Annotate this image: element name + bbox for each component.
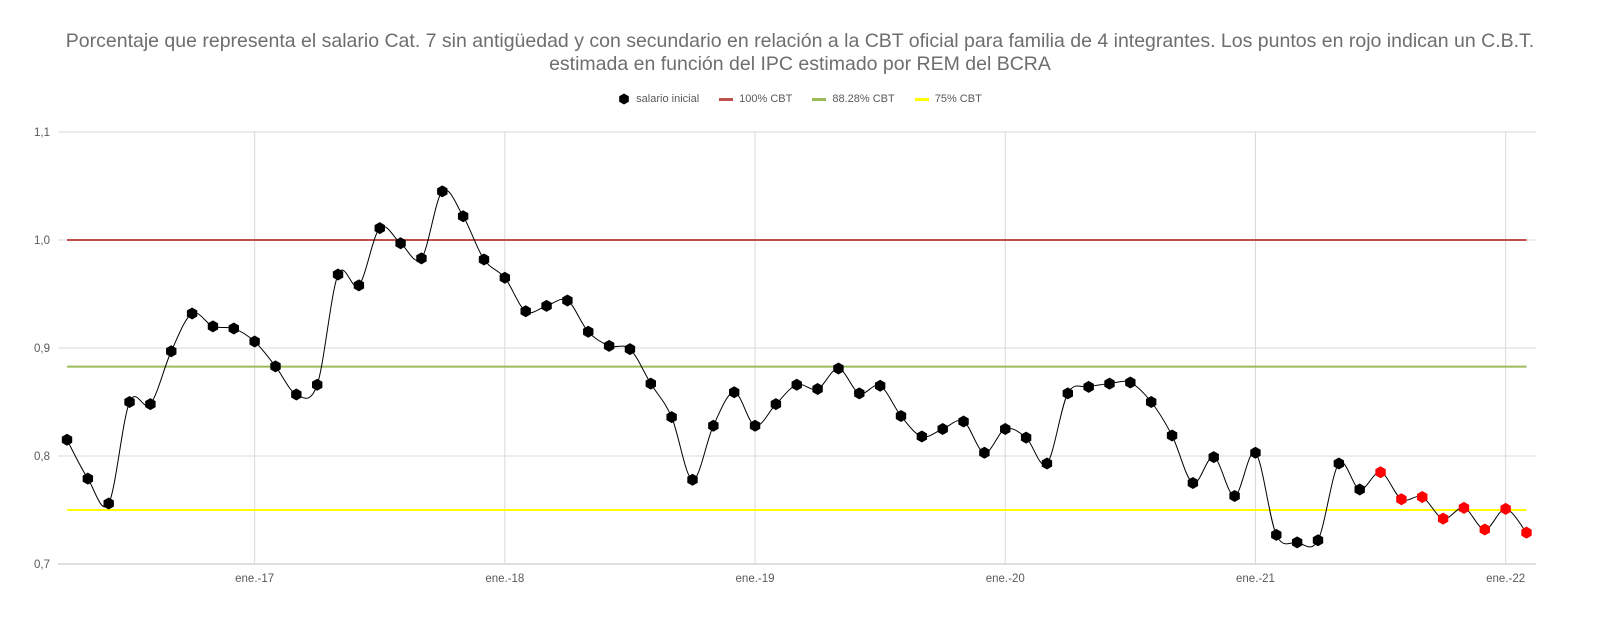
hexagon-marker-icon <box>619 93 629 105</box>
legend-item-100: 100% CBT <box>719 93 792 105</box>
x-tick-label: ene.-19 <box>736 573 775 585</box>
data-point <box>1375 466 1386 479</box>
data-point <box>895 410 907 423</box>
data-point <box>562 294 573 307</box>
data-point <box>291 388 302 401</box>
data-point <box>1000 423 1011 435</box>
data-point <box>228 322 239 335</box>
data-point <box>708 419 719 432</box>
data-point <box>374 222 385 235</box>
data-point <box>749 419 761 432</box>
data-point <box>1271 528 1282 541</box>
data-point <box>1062 387 1073 400</box>
data-point <box>207 320 219 333</box>
data-point <box>687 473 698 486</box>
data-point <box>624 343 636 356</box>
data-point <box>416 252 427 265</box>
data-point <box>833 362 844 375</box>
legend-line-88 <box>812 97 827 101</box>
data-point <box>103 497 114 510</box>
data-point <box>1417 491 1428 504</box>
data-point <box>979 446 990 459</box>
data-point <box>1312 534 1324 547</box>
data-point <box>1104 377 1115 390</box>
data-point <box>1229 489 1240 502</box>
data-point <box>82 472 94 485</box>
chart-title: Porcentaje que representa el salario Cat… <box>65 30 1535 75</box>
data-point <box>1208 451 1219 464</box>
series-line-salario <box>66 189 1527 548</box>
x-tick-label: ene.-18 <box>485 573 524 585</box>
data-point <box>1250 446 1261 459</box>
data-point <box>541 299 552 312</box>
data-point <box>958 415 969 428</box>
data-point <box>1354 483 1365 496</box>
data-point <box>1125 376 1136 389</box>
data-point <box>1166 429 1178 442</box>
data-point <box>1333 457 1345 470</box>
data-point <box>1500 502 1511 515</box>
data-point <box>1187 477 1199 489</box>
x-tick-label: ene.-21 <box>1236 573 1275 585</box>
data-point <box>145 398 156 411</box>
legend-label-75: 75% CBT <box>934 93 982 105</box>
legend-item-salario: salario inicial <box>618 93 699 105</box>
y-tick-label: 0,8 <box>34 451 50 463</box>
data-point <box>1479 523 1490 536</box>
data-point <box>499 271 511 284</box>
data-point <box>603 339 615 352</box>
data-point <box>124 396 135 408</box>
data-point <box>312 378 323 391</box>
data-point <box>270 360 281 373</box>
legend-item-75: 75% CBT <box>914 93 982 105</box>
legend-item-88: 88.28% CBT <box>812 93 895 105</box>
data-point <box>478 253 490 266</box>
data-point <box>1437 512 1449 525</box>
data-point <box>1396 493 1407 506</box>
legend-label-100: 100% CBT <box>739 93 793 105</box>
data-point <box>791 378 802 391</box>
data-point <box>666 411 677 424</box>
data-point <box>916 430 928 443</box>
data-point <box>729 386 740 399</box>
data-point <box>1083 380 1094 393</box>
data-point <box>770 398 782 411</box>
data-point <box>520 305 531 318</box>
data-point <box>249 335 260 348</box>
legend: salario inicial 100% CBT 88.28% CBT 75% … <box>0 93 1600 105</box>
data-point <box>874 379 886 392</box>
y-tick-label: 1,0 <box>34 235 50 247</box>
data-point <box>332 268 344 281</box>
y-tick-label: 0,7 <box>34 559 50 571</box>
x-tick-label: ene.-22 <box>1486 573 1525 585</box>
x-tick-label: ene.-17 <box>235 573 274 585</box>
y-tick-label: 0,9 <box>34 343 50 355</box>
data-point <box>1291 536 1303 549</box>
data-point <box>1458 501 1470 514</box>
data-point <box>166 345 177 358</box>
data-point <box>61 433 73 446</box>
legend-label-salario: salario inicial <box>636 93 700 105</box>
data-point <box>186 307 198 320</box>
data-point <box>583 325 594 338</box>
data-point <box>937 423 948 435</box>
data-point <box>645 377 656 390</box>
x-tick-label: ene.-20 <box>986 573 1025 585</box>
y-tick-label: 1,1 <box>34 127 50 139</box>
legend-line-100 <box>719 97 734 101</box>
data-point <box>457 210 469 223</box>
data-point <box>1041 457 1053 470</box>
legend-label-88: 88.28% CBT <box>832 93 895 105</box>
data-point <box>353 279 365 292</box>
data-point <box>812 383 823 396</box>
legend-line-75 <box>914 97 929 101</box>
data-point <box>1521 526 1532 539</box>
data-point <box>437 185 448 198</box>
data-point <box>854 387 865 400</box>
data-point <box>1020 431 1032 444</box>
data-point <box>1146 396 1157 408</box>
data-point <box>395 237 406 250</box>
